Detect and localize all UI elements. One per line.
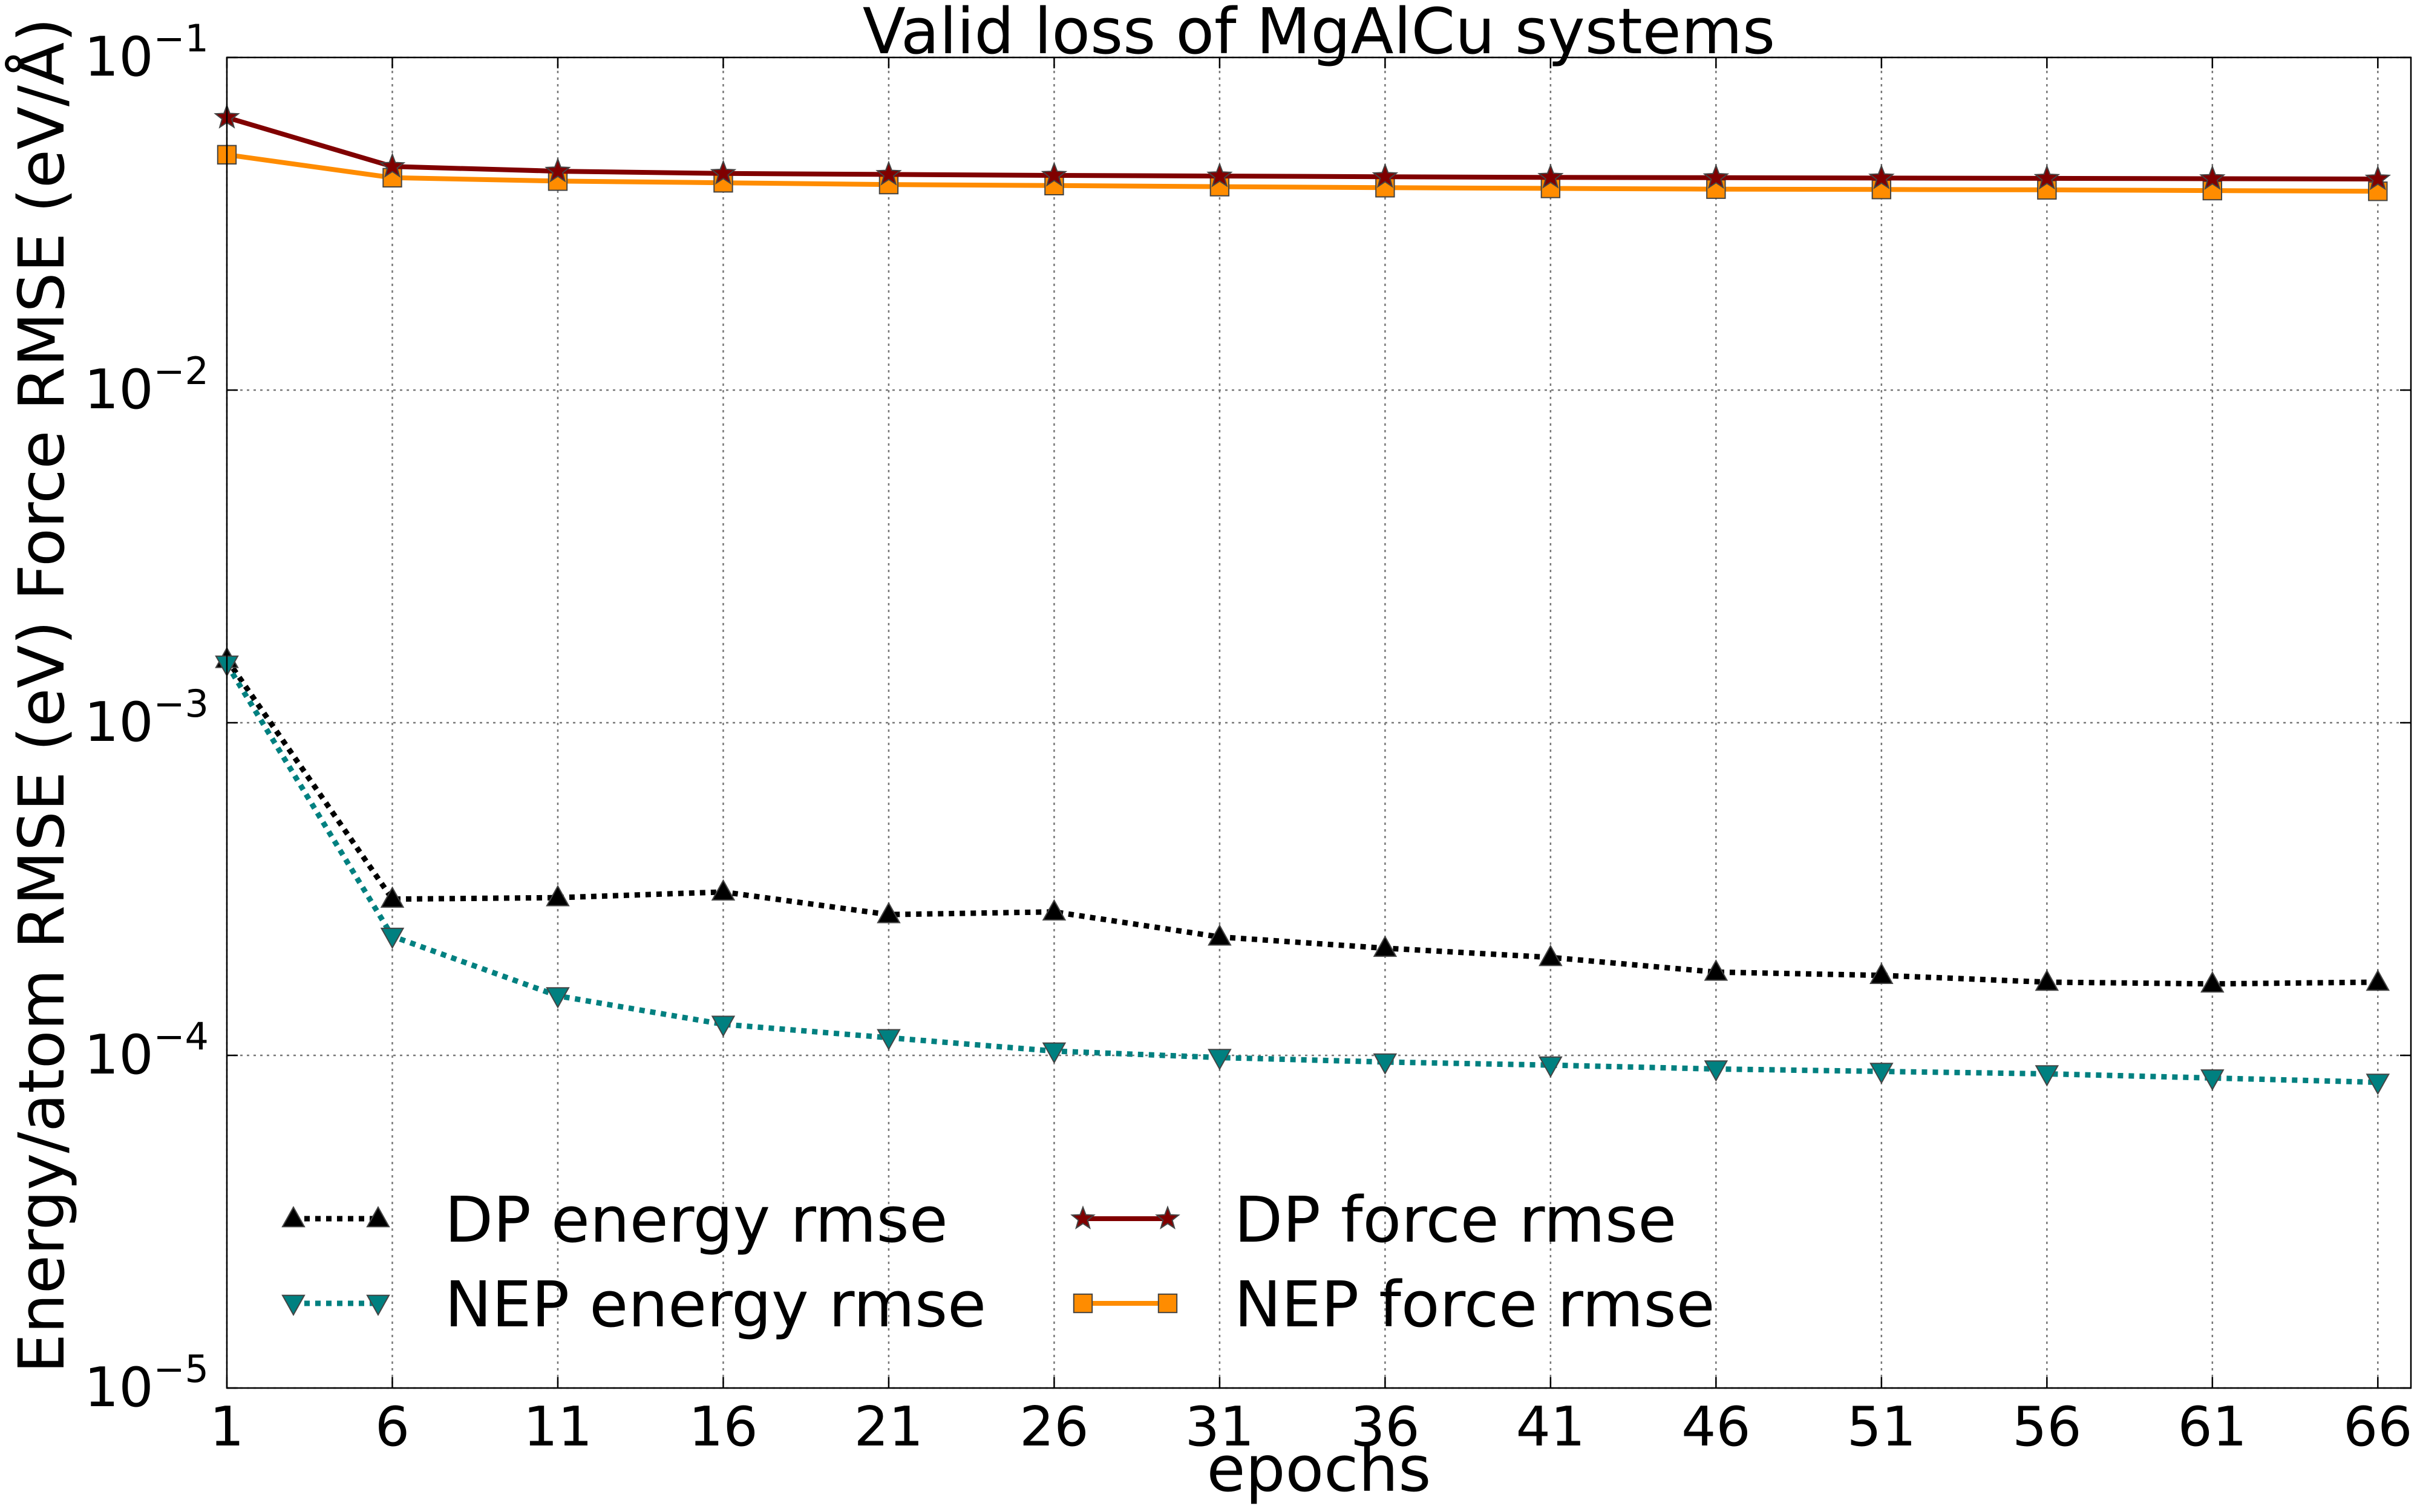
- data-point: [380, 927, 405, 950]
- x-tick-label: 36: [1350, 1395, 1420, 1459]
- legend-item: NEP energy rmse: [281, 1268, 986, 1341]
- series-line: [226, 115, 2378, 181]
- data-point: [1372, 163, 1399, 188]
- data-point: [380, 886, 405, 908]
- data-point: [875, 160, 902, 186]
- data-point: [1702, 163, 1730, 189]
- series-line: [224, 657, 2378, 987]
- data-point: [1373, 1053, 1398, 1075]
- legend-marker: [366, 1294, 390, 1317]
- legend-marker: [1155, 1205, 1180, 1230]
- x-tick-label: 66: [2343, 1395, 2413, 1459]
- data-point: [2035, 969, 2059, 991]
- y-tick-label: 10−3: [84, 682, 209, 754]
- data-point: [2364, 165, 2392, 191]
- x-tick-label: 56: [2012, 1395, 2082, 1459]
- data-point: [1537, 163, 1564, 189]
- data-point: [2200, 971, 2225, 993]
- data-point: [546, 987, 570, 1009]
- legend-marker: [281, 1205, 306, 1228]
- x-tick-label: 51: [1847, 1395, 1917, 1459]
- legend-label: NEP energy rmse: [445, 1268, 986, 1341]
- x-tick-label: 11: [523, 1395, 593, 1459]
- data-point: [1868, 164, 1895, 189]
- data-point: [2366, 969, 2390, 991]
- data-point: [711, 1015, 736, 1037]
- data-point: [1539, 944, 1563, 966]
- data-point: [1704, 1060, 1728, 1082]
- y-tick-label: 10−4: [84, 1014, 209, 1087]
- data-point: [710, 159, 737, 185]
- series-dp-force-rmse: [214, 103, 2392, 191]
- x-tick-label: 31: [1185, 1395, 1255, 1459]
- data-point: [2199, 165, 2226, 191]
- x-tick-label: 16: [688, 1395, 758, 1459]
- legend-marker: [366, 1205, 390, 1228]
- data-point: [1704, 959, 1728, 981]
- data-point: [1208, 1049, 1232, 1070]
- data-point: [877, 1029, 901, 1051]
- data-point: [2366, 1074, 2390, 1095]
- data-point: [544, 157, 571, 183]
- series-layer: [214, 103, 2392, 1095]
- series-dp-energy-rmse: [215, 647, 2390, 993]
- legend-item: NEP force rmse: [1073, 1268, 1715, 1341]
- data-point: [2035, 1065, 2059, 1087]
- x-axis: 1 6 11 16 21 26 31 36 41 46 51 56 61 66: [209, 57, 2413, 1459]
- legend-marker: [1070, 1205, 1096, 1230]
- legend-label: DP force rmse: [1234, 1183, 1676, 1257]
- x-tick-label: 61: [2178, 1395, 2248, 1459]
- x-tick-label: 6: [375, 1395, 410, 1459]
- data-point: [711, 879, 736, 901]
- x-tick-label: 26: [1019, 1395, 1089, 1459]
- legend: DP energy rmse NEP energy rmse DP force rm…: [281, 1183, 1715, 1341]
- series-nep-energy-rmse: [215, 655, 2390, 1095]
- y-tick-label: 10−5: [84, 1347, 209, 1419]
- data-point: [877, 902, 901, 924]
- y-tick-label: 10−1: [84, 16, 209, 89]
- legend-item: DP energy rmse: [281, 1183, 948, 1257]
- data-point: [1042, 1042, 1067, 1064]
- x-tick-label: 1: [209, 1395, 244, 1459]
- data-point: [379, 152, 406, 178]
- data-point: [2200, 1069, 2225, 1091]
- data-point: [1869, 962, 1894, 984]
- x-tick-label: 21: [854, 1395, 924, 1459]
- y-tick-label: 10−2: [84, 349, 209, 422]
- data-point: [2033, 165, 2061, 190]
- legend-label: DP energy rmse: [445, 1183, 948, 1257]
- series-line: [224, 662, 2378, 1085]
- data-point: [1206, 162, 1233, 187]
- legend-marker: [1157, 1293, 1178, 1314]
- data-point: [1208, 924, 1232, 946]
- legend-marker: [281, 1294, 306, 1317]
- legend-marker: [1073, 1293, 1093, 1314]
- legend-label: NEP force rmse: [1234, 1268, 1715, 1341]
- y-axis: 10−1 10−2 10−3 10−4 10−5: [84, 16, 2411, 1419]
- x-tick-label: 46: [1681, 1395, 1751, 1459]
- x-axis-label: epochs: [1207, 1432, 1431, 1506]
- data-point: [1041, 161, 1068, 187]
- data-point: [1042, 899, 1067, 921]
- series-line: [226, 152, 2378, 194]
- data-point: [1869, 1063, 1894, 1084]
- data-point: [1373, 935, 1398, 957]
- legend-item: DP force rmse: [1070, 1183, 1676, 1257]
- y-axis-label: Energy/atom RMSE (eV) Force RMSE (eV/Å): [5, 18, 79, 1373]
- data-point: [546, 885, 570, 907]
- data-point: [1539, 1056, 1563, 1078]
- x-tick-label: 41: [1516, 1395, 1586, 1459]
